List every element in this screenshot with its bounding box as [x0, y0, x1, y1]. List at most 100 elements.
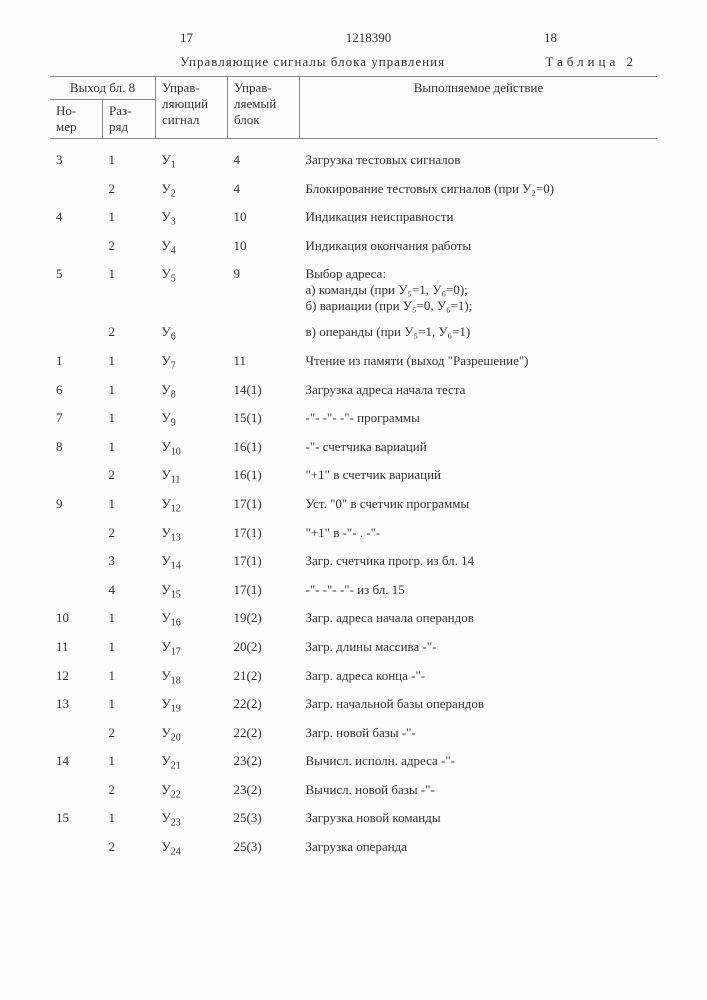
cell-nomer: 4 [50, 204, 103, 233]
table-subtitle: Управляющие сигналы блока управления [180, 54, 445, 70]
cell-nomer: 5 [50, 261, 103, 319]
cell-nomer: 12 [50, 663, 103, 692]
cell-nomer: 6 [50, 377, 103, 406]
header-razryad: Раз-ряд [103, 100, 156, 139]
table-row: 61У814(1)Загрузка адреса начала теста [50, 377, 657, 406]
cell-nomer: 15 [50, 805, 103, 834]
cell-signal: У1 [156, 147, 228, 176]
cell-razryad: 1 [103, 204, 156, 233]
cell-nomer [50, 777, 103, 806]
table-row: 41У310Индикация неисправности [50, 204, 657, 233]
cell-razryad: 1 [103, 691, 156, 720]
cell-nomer [50, 577, 103, 606]
cell-action: Чтение из памяти (выход "Разрешение") [300, 348, 658, 377]
cell-signal: У23 [156, 805, 228, 834]
cell-razryad: 1 [103, 377, 156, 406]
table-row: 131У1922(2)Загр. начальной базы операндо… [50, 691, 657, 720]
cell-action: Загрузка адреса начала теста [300, 377, 658, 406]
cell-razryad: 2 [103, 176, 156, 205]
cell-razryad: 2 [103, 777, 156, 806]
cell-action: Вычисл. новой базы -"- [300, 777, 658, 806]
cell-block: 4 [228, 176, 300, 205]
cell-action: Загрузка новой команды [300, 805, 658, 834]
cell-signal: У4 [156, 233, 228, 262]
cell-action: -"- -"- -"- из бл. 15 [300, 577, 658, 606]
table-row: 111У1720(2)Загр. длины массива -"- [50, 634, 657, 663]
table-row: 4У1517(1) -"- -"- -"- из бл. 15 [50, 577, 657, 606]
cell-signal: У10 [156, 434, 228, 463]
cell-signal: У7 [156, 348, 228, 377]
cell-block: 25(3) [228, 805, 300, 834]
cell-block: 17(1) [228, 548, 300, 577]
table-row: 2У410Индикация окончания работы [50, 233, 657, 262]
cell-block: 22(2) [228, 720, 300, 749]
cell-nomer [50, 319, 103, 348]
cell-signal: У11 [156, 462, 228, 491]
cell-block: 10 [228, 204, 300, 233]
cell-signal: У3 [156, 204, 228, 233]
cell-razryad: 3 [103, 548, 156, 577]
table-row: 2У6в) операнды (при У₅=1, У₆=1) [50, 319, 657, 348]
cell-block: 20(2) [228, 634, 300, 663]
cell-block: 11 [228, 348, 300, 377]
cell-nomer [50, 176, 103, 205]
cell-razryad: 1 [103, 434, 156, 463]
cell-action: "+1" в -"- . -"- [300, 520, 658, 549]
cell-block [228, 319, 300, 348]
cell-razryad: 1 [103, 605, 156, 634]
cell-block: 15(1) [228, 405, 300, 434]
table-row: 31У14Загрузка тестовых сигналов [50, 147, 657, 176]
cell-block: 21(2) [228, 663, 300, 692]
table-row: 3У1417(1)Загр. счетчика прогр. из бл. 14 [50, 548, 657, 577]
page-number-right: 18 [544, 30, 557, 46]
cell-signal: У14 [156, 548, 228, 577]
cell-razryad: 1 [103, 805, 156, 834]
page-header: 17 1218390 18 [50, 30, 657, 46]
cell-block: 23(2) [228, 748, 300, 777]
header-ctrl-block: Управ-ляемый блок [228, 77, 300, 139]
cell-action: Выбор адреса: а) команды (при У₅=1, У₆=0… [300, 261, 658, 319]
page-number-left: 17 [180, 30, 193, 46]
cell-action: Загрузка операнда [300, 834, 658, 863]
cell-nomer: 1 [50, 348, 103, 377]
cell-block: 19(2) [228, 605, 300, 634]
cell-razryad: 4 [103, 577, 156, 606]
cell-nomer [50, 520, 103, 549]
cell-signal: У18 [156, 663, 228, 692]
cell-signal: У24 [156, 834, 228, 863]
cell-signal: У9 [156, 405, 228, 434]
cell-razryad: 1 [103, 491, 156, 520]
header-ctrl-signal: Управ-ляющий сигнал [156, 77, 228, 139]
cell-action: Индикация окончания работы [300, 233, 658, 262]
cell-signal: У12 [156, 491, 228, 520]
cell-action: Загр. длины массива -"- [300, 634, 658, 663]
cell-nomer [50, 720, 103, 749]
table-row: 2У1317(1)"+1" в -"- . -"- [50, 520, 657, 549]
cell-action: Загр. адреса начала операндов [300, 605, 658, 634]
cell-action: Вычисл. исполн. адреса -"- [300, 748, 658, 777]
cell-razryad: 2 [103, 834, 156, 863]
cell-block: 16(1) [228, 434, 300, 463]
cell-nomer [50, 462, 103, 491]
cell-razryad: 1 [103, 405, 156, 434]
cell-nomer [50, 233, 103, 262]
cell-nomer [50, 834, 103, 863]
cell-action: Загр. счетчика прогр. из бл. 14 [300, 548, 658, 577]
cell-block: 10 [228, 233, 300, 262]
cell-signal: У8 [156, 377, 228, 406]
signals-table: Выход бл. 8 Управ-ляющий сигнал Управ-ля… [50, 76, 657, 863]
cell-nomer: 10 [50, 605, 103, 634]
cell-block: 25(3) [228, 834, 300, 863]
table-row: 2У2022(2)Загр. новой базы -"- [50, 720, 657, 749]
subtitle-row: Управляющие сигналы блока управления Таб… [50, 54, 657, 70]
cell-razryad: 1 [103, 348, 156, 377]
cell-razryad: 1 [103, 663, 156, 692]
cell-signal: У21 [156, 748, 228, 777]
header-action: Выполняемое действие [300, 77, 658, 139]
table-row: 141У2123(2)Вычисл. исполн. адреса -"- [50, 748, 657, 777]
cell-signal: У6 [156, 319, 228, 348]
cell-razryad: 1 [103, 634, 156, 663]
cell-signal: У19 [156, 691, 228, 720]
cell-action: Загр. новой базы -"- [300, 720, 658, 749]
cell-razryad: 2 [103, 233, 156, 262]
